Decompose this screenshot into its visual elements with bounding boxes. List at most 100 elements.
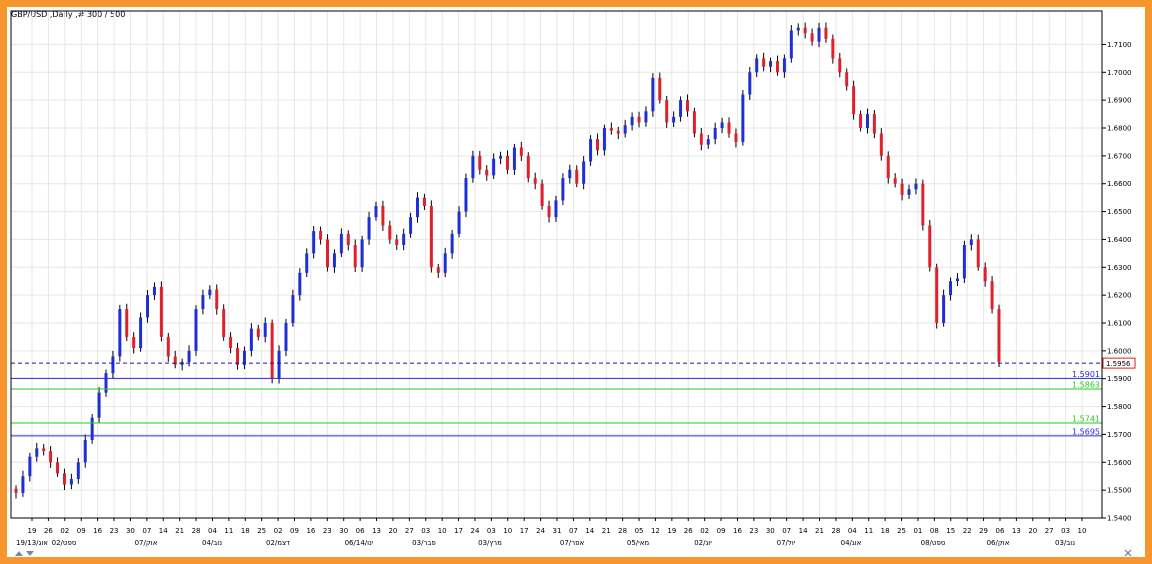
candle-bull	[672, 116, 676, 123]
x-day-label: 29	[979, 527, 988, 535]
x-day-label: 16	[306, 527, 315, 535]
candle-bull	[914, 183, 918, 190]
x-day-label: 27	[1045, 527, 1054, 535]
level-label: 1.5863	[1072, 381, 1100, 390]
y-tick-label: 1.5800	[1107, 403, 1132, 411]
x-day-label: 23	[749, 527, 758, 535]
x-day-label: 30	[766, 527, 775, 535]
candle-bull	[471, 155, 475, 179]
x-day-label: 21	[175, 527, 184, 535]
x-day-label: 30	[339, 527, 348, 535]
x-day-label: 08	[930, 527, 939, 535]
y-tick-label: 1.7000	[1107, 69, 1132, 77]
candle-bear	[422, 197, 426, 206]
candle-bear	[616, 130, 620, 134]
y-tick-label: 1.6000	[1107, 347, 1132, 355]
candle-bull	[789, 30, 793, 59]
y-tick-label: 1.5900	[1107, 375, 1132, 383]
y-tick-label: 1.7100	[1107, 41, 1132, 49]
x-day-label: 05	[635, 527, 644, 535]
candle-bull	[443, 253, 447, 273]
x-day-label: 04	[208, 527, 217, 535]
level-lines: 1.5901 1.5863 1.5741 1.5695 1.5956	[11, 357, 1136, 437]
x-day-label: 02	[274, 527, 283, 535]
x-day-label: 06	[996, 527, 1005, 535]
candle-bull	[28, 456, 32, 477]
scroll-right-icon[interactable]	[26, 551, 34, 556]
candle-bear	[692, 111, 696, 134]
x-day-label: 13	[372, 527, 381, 535]
scroll-left-icon[interactable]	[15, 551, 23, 556]
x-day-label: 12	[651, 527, 660, 535]
candle-bull	[464, 178, 468, 212]
x-month-label: 03/מרץ	[478, 539, 502, 547]
candle-bull	[499, 155, 503, 159]
candle-bear	[872, 114, 876, 134]
candle-bear	[132, 336, 136, 349]
y-tick-label: 1.5700	[1107, 431, 1132, 439]
candle-bear	[976, 239, 980, 268]
candle-bull	[561, 178, 565, 201]
candle-bull	[249, 328, 253, 351]
candle-bear	[997, 309, 1001, 362]
candle-bull	[706, 139, 710, 145]
candle-bull	[713, 128, 717, 140]
candle-bull	[90, 417, 94, 440]
candle-bear	[506, 155, 509, 170]
candle-bear	[983, 267, 987, 282]
x-month-label: 08/ספט	[921, 539, 946, 547]
candle-bear	[852, 86, 856, 115]
x-day-label: 02	[700, 527, 709, 535]
candle-bull	[969, 239, 973, 245]
candle-bull	[907, 189, 911, 195]
candle-bear	[478, 155, 482, 170]
x-day-label: 16	[733, 527, 742, 535]
candle-bear	[831, 38, 835, 59]
x-day-label: 18	[881, 527, 890, 535]
candle-bull	[104, 373, 108, 393]
candle-bear	[526, 155, 530, 179]
candle-bull	[284, 323, 288, 351]
x-day-label: 11	[224, 527, 233, 535]
candle-bear	[845, 72, 849, 87]
candle-bear	[775, 61, 779, 73]
candle-bear	[637, 116, 641, 123]
candle-bear	[879, 133, 883, 156]
candle-bear	[658, 77, 662, 101]
current-price-label: 1.5956	[1106, 360, 1131, 368]
candle-bear	[485, 169, 489, 176]
candle-bull	[450, 233, 454, 254]
candle-bear	[699, 133, 703, 145]
candle-bull	[263, 323, 267, 337]
candle-bear	[173, 356, 177, 365]
chart-title: GBP/USD ,Daily ,# 300 / 500	[11, 10, 126, 19]
x-day-label: 03	[487, 527, 496, 535]
candle-bear	[928, 225, 932, 268]
x-day-label: 16	[93, 527, 102, 535]
candle-bull	[118, 309, 122, 357]
x-day-label: 07	[142, 527, 151, 535]
candle-bear	[14, 488, 18, 493]
candle-bull	[416, 197, 420, 218]
plot-area-border	[10, 10, 1103, 519]
candle-bear	[540, 183, 544, 206]
x-day-label: 11	[864, 527, 873, 535]
candle-bull	[955, 278, 959, 282]
candle-bear	[381, 206, 385, 226]
candle-bear	[935, 267, 939, 323]
candle-bull	[208, 289, 212, 296]
close-icon[interactable]	[1124, 549, 1132, 557]
candle-bull	[865, 114, 869, 128]
x-day-label: 10	[1078, 527, 1087, 535]
x-day-label: 10	[503, 527, 512, 535]
candle-bull	[949, 281, 953, 296]
candle-bear	[886, 155, 890, 179]
candle-bear	[125, 309, 129, 337]
candle-bull	[291, 295, 295, 323]
candle-bear	[519, 147, 523, 156]
candle-bull	[644, 111, 648, 123]
x-day-label: 20	[1028, 527, 1037, 535]
candle-bear	[762, 58, 766, 67]
